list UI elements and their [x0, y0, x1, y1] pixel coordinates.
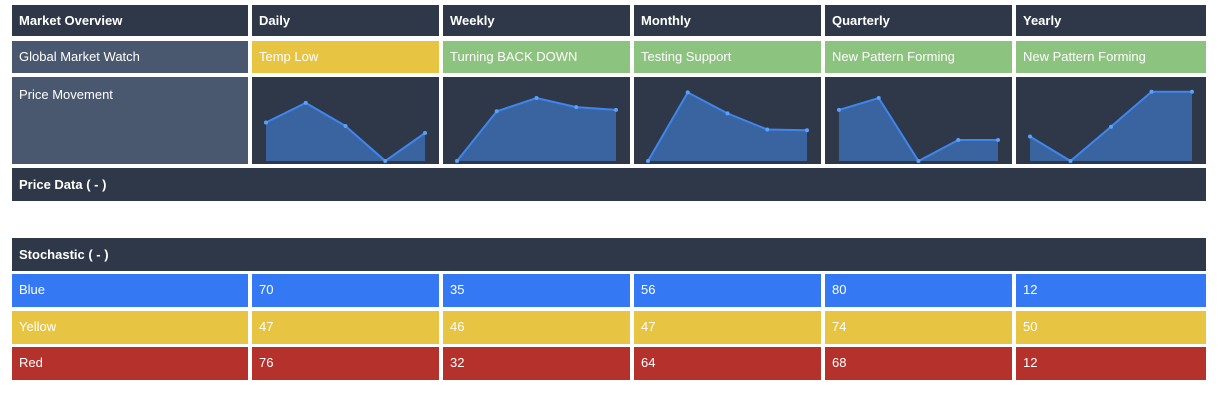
stochastic-red-label: Red — [12, 347, 248, 380]
header-weekly: Weekly — [443, 5, 630, 36]
status-quarterly: New Pattern Forming — [825, 41, 1012, 73]
stochastic-red-daily: 76 — [252, 347, 439, 380]
sparkline-area — [457, 98, 616, 161]
sparkline-point — [876, 96, 881, 100]
sparkline-area — [266, 102, 425, 161]
stochastic-blue-monthly: 56 — [634, 274, 821, 307]
stochastic-blue-weekly: 35 — [443, 274, 630, 307]
sparkline-point — [646, 159, 650, 163]
sparkline-svg — [1028, 89, 1194, 163]
stochastic-yellow-quarterly: 74 — [825, 311, 1012, 344]
stochastic-header: Stochastic ( - ) — [12, 238, 1206, 271]
sparkline-area — [1030, 91, 1192, 161]
stochastic-yellow-yearly: 50 — [1016, 311, 1206, 344]
global-market-watch-label: Global Market Watch — [12, 41, 248, 73]
stochastic-red-quarterly: 68 — [825, 347, 1012, 380]
status-weekly: Turning BACK DOWN — [443, 41, 630, 73]
stochastic-red-yearly: 12 — [1016, 347, 1206, 380]
price-movement-label: Price Movement — [12, 77, 248, 164]
sparkline-point — [383, 159, 388, 163]
status-monthly: Testing Support — [634, 41, 821, 73]
sparkline-point — [574, 105, 579, 110]
sparkline-point — [956, 138, 961, 142]
header-monthly: Monthly — [634, 5, 821, 36]
stochastic-red-monthly: 64 — [634, 347, 821, 380]
status-yearly: New Pattern Forming — [1016, 41, 1206, 73]
header-market-overview: Market Overview — [12, 5, 248, 36]
sparkline-point — [916, 159, 921, 163]
sparkline-point — [1028, 134, 1032, 139]
sparkline-area — [839, 98, 998, 161]
sparkline-area — [648, 92, 807, 161]
sparkline-point — [303, 100, 308, 105]
stochastic-blue-label: Blue — [12, 274, 248, 307]
sparkline-point — [494, 109, 499, 114]
sparkline-quarterly — [825, 77, 1012, 164]
sparkline-point — [765, 127, 770, 132]
sparkline-point — [614, 107, 618, 112]
sparkline-point — [1109, 124, 1113, 129]
sparkline-point — [264, 120, 268, 125]
sparkline-point — [837, 107, 841, 112]
sparkline-point — [534, 96, 539, 100]
sparkline-svg — [455, 96, 618, 163]
sparkline-monthly — [634, 77, 821, 164]
header-quarterly: Quarterly — [825, 5, 1012, 36]
header-daily: Daily — [252, 5, 439, 36]
stochastic-yellow-label: Yellow — [12, 311, 248, 344]
sparkline-svg — [837, 96, 1000, 163]
stochastic-red-weekly: 32 — [443, 347, 630, 380]
sparkline-point — [1149, 89, 1154, 94]
stochastic-blue-yearly: 12 — [1016, 274, 1206, 307]
sparkline-svg — [646, 90, 809, 163]
sparkline-point — [1190, 89, 1194, 94]
stochastic-yellow-weekly: 46 — [443, 311, 630, 344]
price-data-header: Price Data ( - ) — [12, 168, 1206, 201]
sparkline-svg — [264, 100, 427, 163]
sparkline-point — [725, 111, 730, 116]
sparkline-yearly — [1016, 77, 1206, 164]
header-yearly: Yearly — [1016, 5, 1206, 36]
sparkline-point — [805, 128, 809, 133]
stochastic-yellow-daily: 47 — [252, 311, 439, 344]
sparkline-point — [343, 124, 348, 128]
sparkline-point — [685, 90, 690, 95]
sparkline-point — [455, 159, 459, 163]
stochastic-yellow-monthly: 47 — [634, 311, 821, 344]
sparkline-point — [1068, 159, 1073, 163]
sparkline-point — [996, 138, 1000, 142]
status-daily: Temp Low — [252, 41, 439, 73]
stochastic-blue-daily: 70 — [252, 274, 439, 307]
sparkline-daily — [252, 77, 439, 164]
sparkline-weekly — [443, 77, 630, 164]
sparkline-point — [423, 131, 427, 135]
stochastic-blue-quarterly: 80 — [825, 274, 1012, 307]
